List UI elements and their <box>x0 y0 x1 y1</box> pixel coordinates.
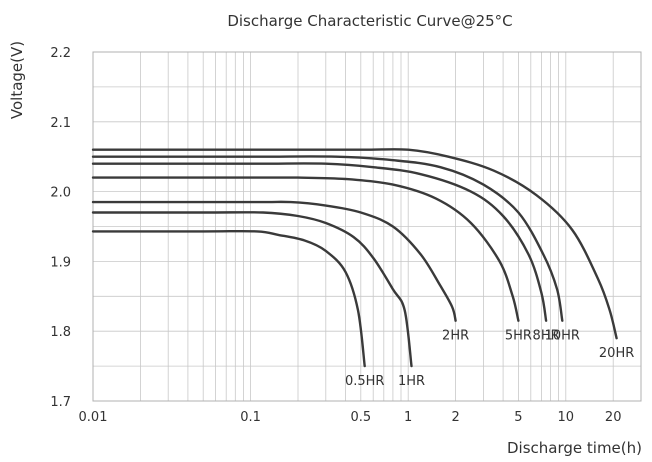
series-label-8hr: 8HR <box>533 329 560 344</box>
x-tick-label: 0.5 <box>350 410 371 425</box>
grid <box>92 51 642 402</box>
series-label-0-5hr: 0.5HR <box>345 374 384 389</box>
series-line-1hr <box>91 211 413 368</box>
x-tick-label: 5 <box>514 410 522 425</box>
y-tick-label: 2.2 <box>50 46 71 61</box>
series-line-2hr <box>91 200 457 322</box>
series-line-10hr <box>91 155 564 322</box>
x-axis-ticks: 0.01 0.1 0.5 1 2 5 10 20 <box>79 410 622 425</box>
series-label-2hr: 2HR <box>442 329 469 344</box>
y-axis-ticks: 1.7 1.8 1.9 2.0 2.1 2.2 <box>50 46 71 410</box>
x-tick-label: 0.01 <box>79 410 108 425</box>
x-axis-label: Discharge time(h) <box>507 439 642 457</box>
x-tick-label: 0.1 <box>240 410 261 425</box>
series-label-5hr: 5HR <box>505 329 532 344</box>
series-line-5hr <box>91 176 520 322</box>
x-tick-label: 2 <box>451 410 459 425</box>
series-label-20hr: 20HR <box>599 346 634 361</box>
y-tick-label: 2.1 <box>50 116 71 131</box>
y-axis-label: Voltage(V) <box>8 41 26 119</box>
y-tick-label: 1.9 <box>50 255 71 270</box>
y-tick-label: 1.8 <box>50 325 71 340</box>
x-tick-label: 20 <box>605 410 622 425</box>
series-line-20hr <box>91 148 618 340</box>
series-line-0-5hr <box>91 229 366 368</box>
series-label-10hr: 10HR <box>545 329 580 344</box>
x-tick-label: 1 <box>404 410 412 425</box>
plot-frame <box>92 51 642 402</box>
series-label-1hr: 1HR <box>398 374 425 389</box>
y-tick-label: 1.7 <box>50 395 71 410</box>
y-tick-label: 2.0 <box>50 186 71 201</box>
series-line-8hr <box>91 162 548 322</box>
x-tick-label: 10 <box>558 410 575 425</box>
chart-title: Discharge Characteristic Curve@25°C <box>227 12 512 30</box>
series-group <box>91 148 618 368</box>
